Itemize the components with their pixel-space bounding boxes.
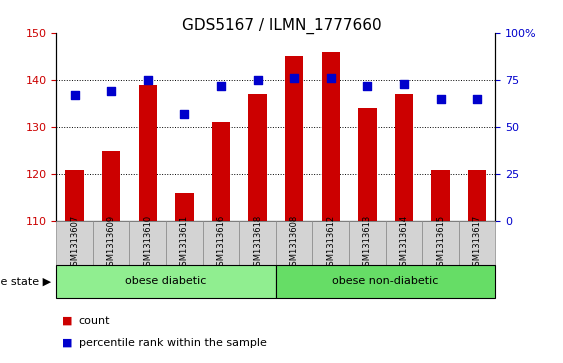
Bar <box>129 221 166 265</box>
Text: GSM1313607: GSM1313607 <box>70 215 79 271</box>
Bar <box>386 221 422 265</box>
Bar <box>285 56 303 221</box>
Bar <box>349 221 386 265</box>
Bar <box>321 52 340 221</box>
Text: GSM1313616: GSM1313616 <box>217 215 225 271</box>
Text: obese non-diabetic: obese non-diabetic <box>333 276 439 286</box>
Bar <box>468 170 486 221</box>
Point <box>107 88 116 94</box>
Point <box>253 77 262 83</box>
Text: count: count <box>79 316 110 326</box>
Text: percentile rank within the sample: percentile rank within the sample <box>79 338 267 348</box>
Bar <box>56 265 276 298</box>
Point <box>290 75 299 81</box>
Bar <box>358 108 377 221</box>
Text: GSM1313614: GSM1313614 <box>400 215 408 271</box>
Text: GDS5167 / ILMN_1777660: GDS5167 / ILMN_1777660 <box>182 18 381 34</box>
Bar <box>431 170 450 221</box>
Point <box>180 111 189 117</box>
Bar <box>203 221 239 265</box>
Point <box>326 75 335 81</box>
Bar <box>93 221 129 265</box>
Bar <box>138 85 157 221</box>
Point <box>216 83 225 89</box>
Text: GSM1313608: GSM1313608 <box>290 215 298 271</box>
Point <box>400 81 409 86</box>
Bar <box>276 221 312 265</box>
Bar <box>175 193 194 221</box>
Text: GSM1313612: GSM1313612 <box>327 215 335 271</box>
Bar <box>422 221 459 265</box>
Text: GSM1313613: GSM1313613 <box>363 215 372 271</box>
Bar <box>56 221 93 265</box>
Text: GSM1313609: GSM1313609 <box>107 215 115 271</box>
Text: ■: ■ <box>62 338 73 348</box>
Bar <box>102 151 120 221</box>
Bar <box>276 265 495 298</box>
Bar <box>312 221 349 265</box>
Point <box>436 96 445 102</box>
Text: GSM1313610: GSM1313610 <box>144 215 152 271</box>
Point <box>70 92 79 98</box>
Text: obese diabetic: obese diabetic <box>126 276 207 286</box>
Bar <box>166 221 203 265</box>
Bar <box>65 170 84 221</box>
Text: ■: ■ <box>62 316 73 326</box>
Bar <box>459 221 495 265</box>
Text: GSM1313618: GSM1313618 <box>253 215 262 271</box>
Bar <box>212 122 230 221</box>
Text: GSM1313615: GSM1313615 <box>436 215 445 271</box>
Bar <box>248 94 267 221</box>
Point <box>363 83 372 89</box>
Text: disease state ▶: disease state ▶ <box>0 276 51 286</box>
Text: GSM1313611: GSM1313611 <box>180 215 189 271</box>
Bar <box>239 221 276 265</box>
Point <box>143 77 152 83</box>
Text: GSM1313617: GSM1313617 <box>473 215 481 271</box>
Bar <box>395 94 413 221</box>
Point <box>472 96 481 102</box>
